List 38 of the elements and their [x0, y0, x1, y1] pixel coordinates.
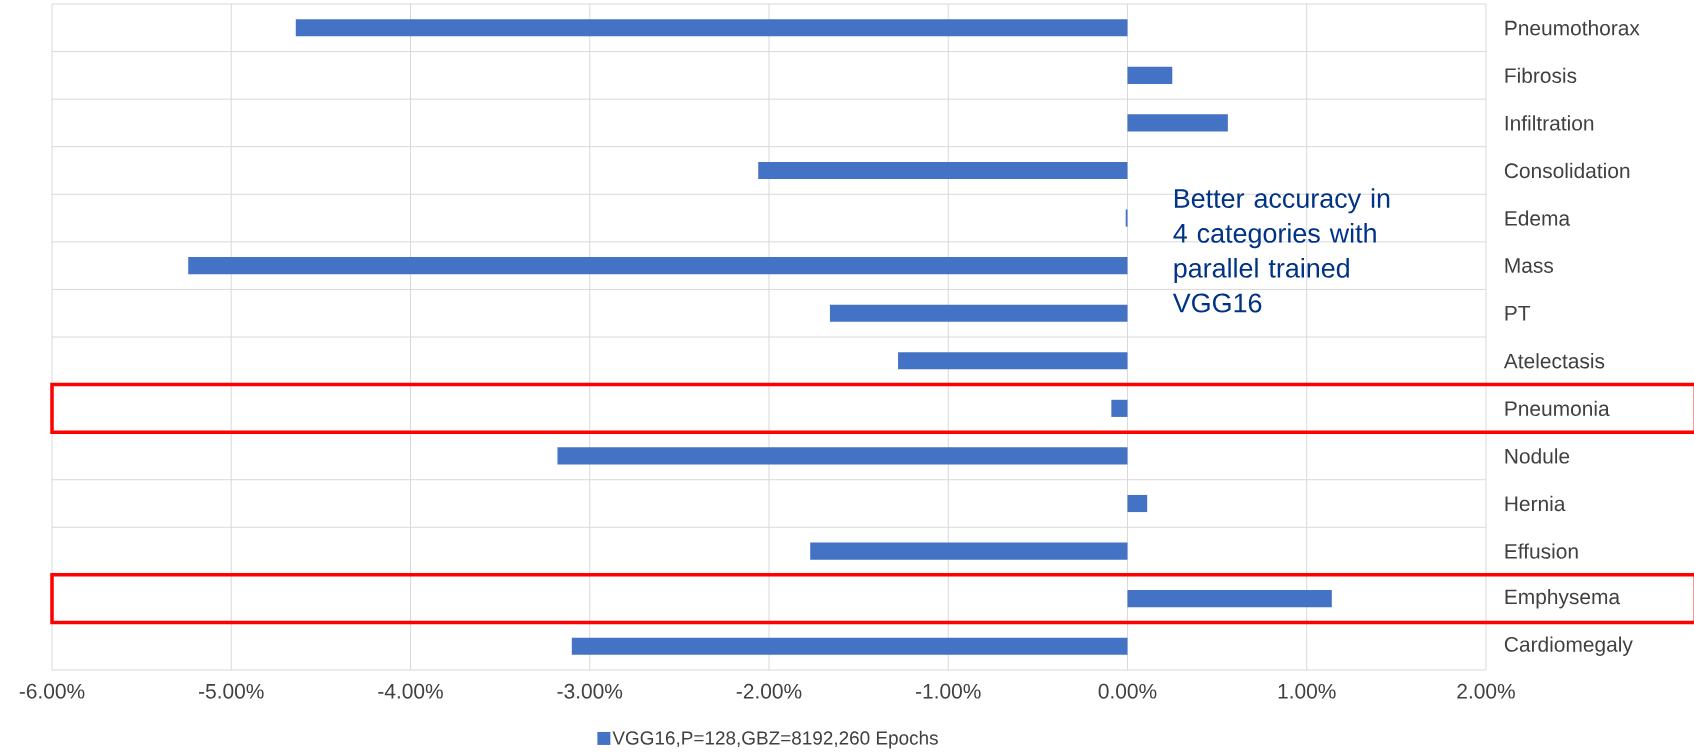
bar: [1127, 494, 1148, 513]
bar: [1111, 399, 1128, 417]
x-tick-label: -6.00%: [19, 683, 85, 699]
y-tick-label: Nodule: [1505, 448, 1570, 464]
y-tick-label: Cardiomegaly: [1504, 636, 1633, 656]
x-tick-label: -2.00%: [736, 683, 802, 699]
bar: [295, 19, 1128, 37]
x-tick-label: 2.00%: [1457, 683, 1515, 699]
y-tick-label: Pneumonia: [1505, 400, 1610, 417]
bar: [571, 637, 1128, 655]
y-tick-label: Effusion: [1505, 543, 1578, 559]
y-tick-label: Consolidation: [1504, 162, 1630, 179]
x-tick-label: 1.00%: [1278, 683, 1336, 699]
y-tick-label: Edema: [1505, 210, 1571, 226]
bar: [188, 257, 1128, 275]
bar: [810, 542, 1128, 560]
x-tick-label: -5.00%: [199, 683, 264, 699]
bar: [557, 447, 1128, 465]
x-tick-label: -4.00%: [378, 683, 443, 699]
x-tick-label: -1.00%: [916, 683, 981, 699]
y-tick-label: Emphysema: [1505, 588, 1621, 609]
annotation: Better accuracy in 4 categories with parallel trained VGG16: [1172, 188, 1390, 313]
bar: [1127, 590, 1332, 608]
y-tick-label: PT: [1505, 306, 1531, 321]
bar: [1127, 114, 1228, 132]
x-tick-label: -3.00%: [557, 683, 623, 699]
y-tick-label: Mass: [1505, 258, 1554, 273]
y-tick-label: Atelectasis: [1503, 353, 1605, 369]
y-tick-label: Fibrosis: [1505, 67, 1577, 84]
bar: [1127, 66, 1173, 84]
bar: [898, 352, 1128, 370]
legend-label: VGG16,P=128,GBZ=8192,260 Epochs: [612, 730, 938, 749]
bar: [758, 161, 1128, 180]
bar: [829, 304, 1128, 322]
y-tick-label: Hernia: [1505, 495, 1566, 512]
y-tick-label: Infiltration: [1505, 115, 1594, 131]
x-tick-label: 0.00%: [1098, 683, 1157, 699]
y-tick-label: Pneumothorax: [1505, 20, 1640, 36]
